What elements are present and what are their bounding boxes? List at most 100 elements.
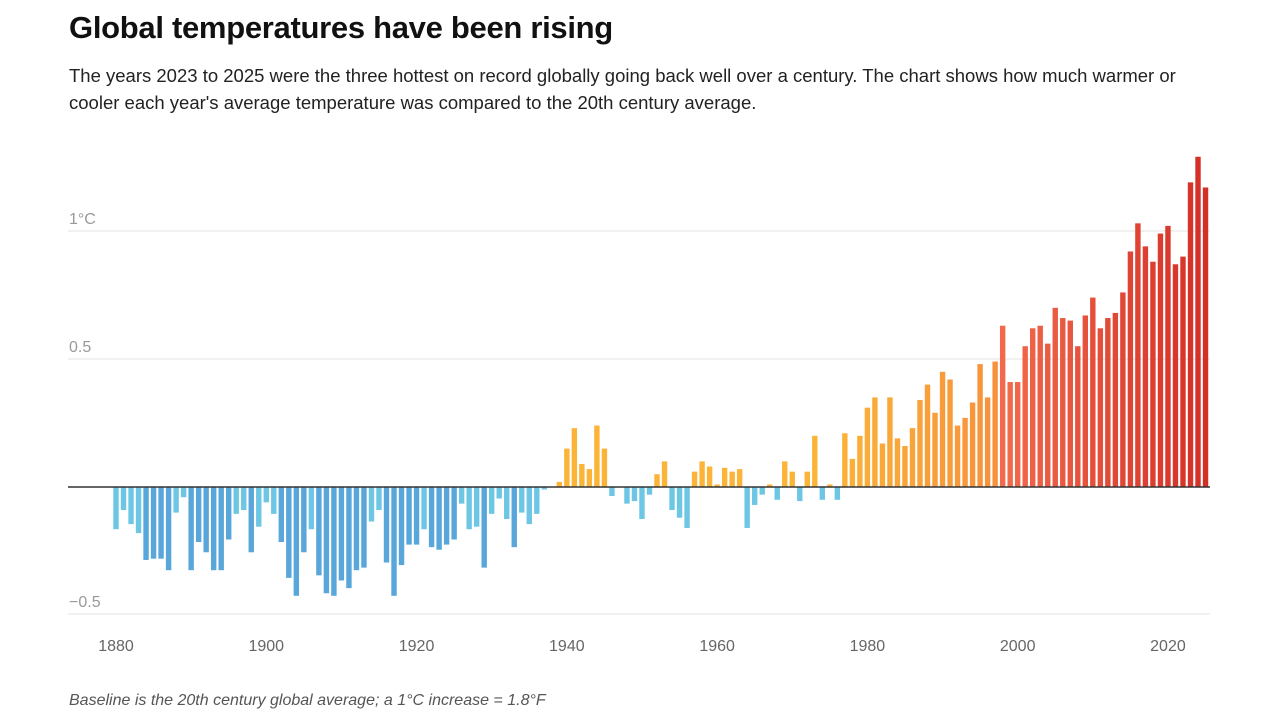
bar-1977 bbox=[842, 433, 848, 487]
bar-1919 bbox=[406, 487, 412, 545]
bar-1916 bbox=[383, 487, 390, 563]
bar-1909 bbox=[331, 487, 337, 596]
y-tick-label: −0.5 bbox=[69, 594, 101, 611]
bar-1948 bbox=[624, 487, 630, 504]
bar-1955 bbox=[676, 487, 683, 518]
bar-2018 bbox=[1150, 261, 1156, 487]
bar-1949 bbox=[631, 487, 638, 502]
bar-1908 bbox=[323, 487, 330, 594]
bar-1901 bbox=[271, 487, 277, 514]
bar-1928 bbox=[473, 487, 480, 527]
bar-1932 bbox=[504, 487, 510, 519]
bar-1953 bbox=[661, 461, 668, 487]
bar-1940 bbox=[564, 448, 570, 487]
bar-1960 bbox=[714, 484, 720, 487]
bar-2025 bbox=[1202, 187, 1209, 488]
x-axis-labels: 1880 1900 1920 1940 1960 1980 2000 2020 bbox=[98, 638, 1186, 655]
bar-2023 bbox=[1187, 182, 1194, 488]
bars bbox=[113, 156, 1209, 596]
chart-subtitle: The years 2023 to 2025 were the three ho… bbox=[69, 65, 1176, 113]
bar-1958 bbox=[699, 461, 705, 487]
bar-1994 bbox=[969, 402, 976, 487]
bar-1988 bbox=[924, 384, 931, 487]
bar-1890 bbox=[188, 487, 194, 571]
chart-title: Global temperatures have been rising bbox=[69, 10, 613, 45]
x-tick-label: 1940 bbox=[549, 638, 585, 655]
bar-1939 bbox=[556, 481, 563, 487]
bar-1971 bbox=[797, 487, 803, 502]
bar-1956 bbox=[684, 487, 690, 528]
bar-1966 bbox=[759, 487, 765, 495]
bar-2012 bbox=[1105, 318, 1111, 487]
bar-1896 bbox=[233, 487, 239, 514]
bar-1902 bbox=[278, 487, 285, 543]
bar-1920 bbox=[413, 487, 420, 545]
bar-1963 bbox=[736, 469, 743, 487]
bar-1921 bbox=[421, 487, 427, 530]
bar-1944 bbox=[594, 425, 600, 487]
bar-2014 bbox=[1120, 292, 1126, 487]
bar-2004 bbox=[1045, 343, 1051, 487]
bar-1965 bbox=[751, 487, 758, 505]
x-tick-label: 1900 bbox=[248, 638, 284, 655]
bar-1978 bbox=[849, 458, 856, 487]
bar-1942 bbox=[579, 463, 585, 487]
bar-2007 bbox=[1067, 320, 1073, 487]
bar-1883 bbox=[135, 487, 142, 534]
bar-1889 bbox=[180, 487, 187, 498]
bar-1984 bbox=[894, 438, 901, 487]
bar-1917 bbox=[391, 487, 397, 596]
x-tick-label: 1880 bbox=[98, 638, 134, 655]
chart-footnote: Baseline is the 20th century global aver… bbox=[69, 692, 546, 709]
bar-1926 bbox=[458, 487, 465, 504]
bar-1894 bbox=[218, 487, 224, 571]
bar-1941 bbox=[571, 428, 578, 487]
bar-2006 bbox=[1060, 318, 1066, 487]
bar-1924 bbox=[443, 487, 450, 545]
bar-1996 bbox=[984, 397, 991, 487]
bar-1980 bbox=[864, 407, 871, 487]
bar-1933 bbox=[511, 487, 517, 548]
bar-2015 bbox=[1127, 251, 1134, 487]
bar-1907 bbox=[316, 487, 322, 576]
bar-2005 bbox=[1052, 307, 1058, 487]
bar-1957 bbox=[691, 471, 698, 487]
bar-1946 bbox=[609, 487, 615, 496]
bar-1936 bbox=[534, 487, 540, 514]
bar-1897 bbox=[241, 487, 247, 511]
bar-1981 bbox=[872, 397, 878, 487]
bar-1905 bbox=[301, 487, 307, 553]
bar-1895 bbox=[226, 487, 232, 540]
bar-1999 bbox=[1007, 382, 1013, 487]
bar-1925 bbox=[451, 487, 457, 540]
bar-1962 bbox=[729, 471, 735, 487]
bar-1886 bbox=[158, 487, 164, 559]
bar-1881 bbox=[120, 487, 127, 511]
bar-1987 bbox=[917, 399, 923, 487]
bar-1992 bbox=[954, 425, 961, 487]
bar-1983 bbox=[887, 397, 893, 487]
bar-1892 bbox=[203, 487, 209, 553]
bar-1922 bbox=[428, 487, 435, 548]
bar-1943 bbox=[586, 469, 593, 487]
bar-1967 bbox=[767, 484, 773, 487]
bar-1888 bbox=[173, 487, 179, 513]
bar-1964 bbox=[744, 487, 750, 528]
bar-2010 bbox=[1090, 297, 1096, 487]
bar-1918 bbox=[398, 487, 405, 566]
bar-1986 bbox=[909, 428, 916, 487]
bar-1951 bbox=[646, 487, 653, 495]
gridlines bbox=[68, 230, 1210, 615]
bar-2022 bbox=[1180, 256, 1186, 487]
bar-1973 bbox=[812, 435, 818, 487]
bar-2019 bbox=[1157, 233, 1164, 487]
bar-1954 bbox=[669, 487, 675, 511]
bar-1893 bbox=[210, 487, 217, 571]
bar-1934 bbox=[519, 487, 525, 513]
bar-2017 bbox=[1142, 246, 1149, 487]
bar-1913 bbox=[361, 487, 367, 568]
bar-1985 bbox=[902, 446, 908, 487]
bar-1969 bbox=[782, 461, 788, 487]
bar-1911 bbox=[346, 487, 352, 589]
